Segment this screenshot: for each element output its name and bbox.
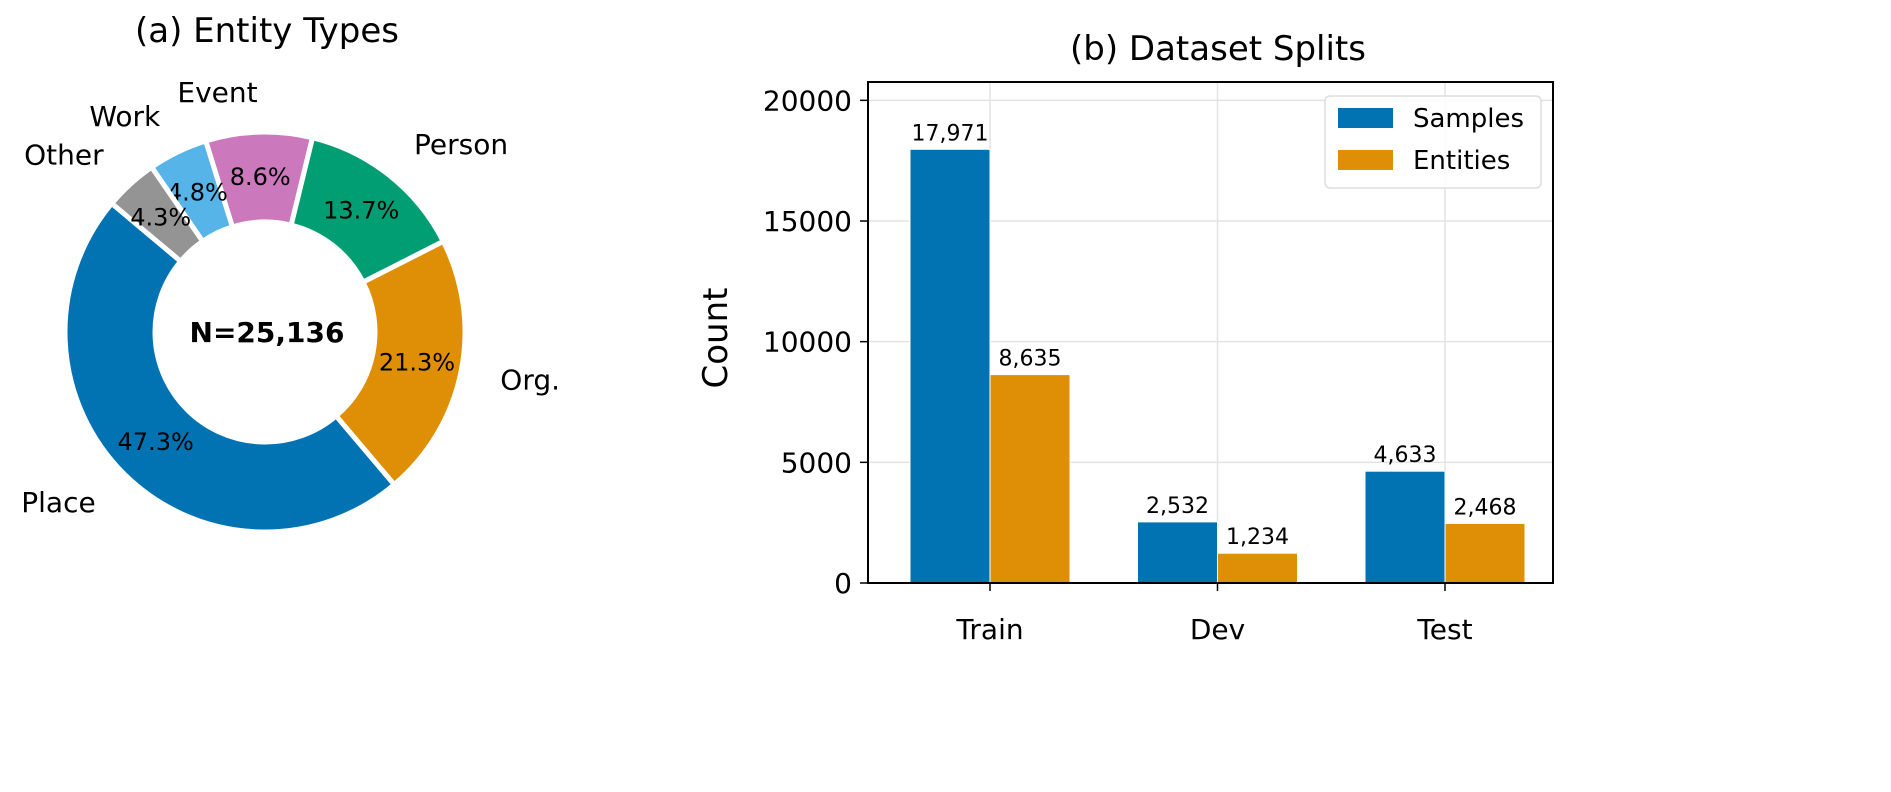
bar-value-label: 17,971 bbox=[912, 121, 989, 146]
bar-entities-test bbox=[1444, 522, 1526, 584]
pie-percent-label: 47.3% bbox=[118, 428, 194, 456]
legend-label: Samples bbox=[1413, 104, 1524, 134]
donut-center-label: N=25,136 bbox=[190, 316, 345, 349]
bar-chart: 0 5000 10000 15000 20000 17,971 2,532 4,633 8,63… bbox=[763, 81, 1554, 646]
bar-value-label: 2,468 bbox=[1454, 495, 1517, 520]
pie-slice-other bbox=[108, 163, 207, 265]
pie-percent-label: 21.3% bbox=[379, 349, 455, 377]
pie-label: Work bbox=[89, 100, 161, 133]
pie-label: Person bbox=[414, 128, 508, 161]
bar-samples-test bbox=[1364, 470, 1446, 584]
y-tick-label: 15000 bbox=[763, 205, 852, 238]
y-tick-label: 20000 bbox=[763, 84, 852, 117]
x-tick-label: Train bbox=[955, 613, 1023, 646]
bar-samples-dev bbox=[1137, 521, 1218, 584]
pie-slice-place bbox=[62, 199, 398, 535]
pie-percent-label: 4.3% bbox=[130, 203, 191, 231]
bar-entities-dev bbox=[1217, 552, 1298, 584]
legend-swatch-samples bbox=[1338, 108, 1393, 128]
bar-value-label: 8,635 bbox=[999, 347, 1062, 372]
legend-label: Entities bbox=[1413, 146, 1510, 176]
pie-label: Org. bbox=[500, 363, 560, 396]
legend-swatch-entities bbox=[1338, 150, 1393, 170]
x-tick-label: Dev bbox=[1190, 613, 1245, 646]
pie-label: Event bbox=[177, 76, 257, 109]
pie-percent-label: 13.7% bbox=[323, 196, 399, 224]
bar-title: (b) Dataset Splits bbox=[1070, 29, 1366, 69]
donut-chart: Place 47.3% Org. 21.3% Person 13.7% Event 8.6% W… bbox=[21, 76, 560, 535]
axes-frame bbox=[867, 81, 1554, 584]
y-tick-label: 0 bbox=[834, 567, 852, 600]
legend: Samples Entities bbox=[1324, 95, 1542, 189]
pie-label: Place bbox=[21, 486, 95, 519]
bar-value-label: 4,633 bbox=[1374, 443, 1437, 468]
pie-label: Other bbox=[24, 138, 104, 171]
pie-title: (a) Entity Types bbox=[135, 11, 399, 51]
pie-percent-label: 8.6% bbox=[230, 163, 291, 191]
bar-value-label: 2,532 bbox=[1146, 494, 1209, 519]
pie-slice-org bbox=[332, 237, 468, 489]
bar-entities-train bbox=[989, 374, 1071, 584]
x-tick-label: Test bbox=[1416, 613, 1472, 646]
bar-value-label: 1,234 bbox=[1226, 525, 1289, 550]
y-tick-label: 5000 bbox=[781, 446, 852, 479]
bar-samples-train bbox=[909, 148, 991, 584]
y-tick-label: 10000 bbox=[763, 326, 852, 359]
y-axis-label: Count bbox=[696, 288, 736, 389]
